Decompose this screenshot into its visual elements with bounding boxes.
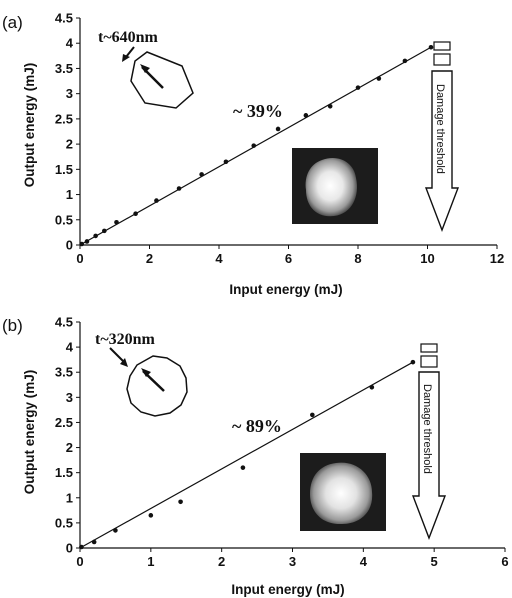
y-tick-label: 1.5 bbox=[55, 465, 73, 480]
data-point bbox=[411, 360, 416, 365]
x-tick-label: 3 bbox=[289, 554, 296, 569]
data-point bbox=[154, 198, 159, 203]
data-point bbox=[133, 211, 138, 216]
x-tick-label: 1 bbox=[147, 554, 154, 569]
data-point bbox=[79, 242, 84, 247]
x-tick-label: 4 bbox=[215, 251, 223, 266]
y-tick-label: 0 bbox=[66, 541, 73, 556]
panel-label-a: (a) bbox=[2, 13, 23, 32]
x-tick-label: 2 bbox=[218, 554, 225, 569]
beam-image-a bbox=[292, 148, 378, 224]
data-point bbox=[92, 540, 97, 545]
data-point bbox=[377, 76, 382, 81]
y-tick-label: 0.5 bbox=[55, 212, 73, 227]
panel-b: (b) Output energy (mJ) Input energy (mJ)… bbox=[2, 315, 509, 598]
x-tick-label: 6 bbox=[285, 251, 292, 266]
data-point bbox=[178, 499, 183, 504]
data-point bbox=[102, 229, 107, 234]
data-point bbox=[403, 59, 408, 64]
damage-threshold-arrow-b: Damage threshold bbox=[413, 344, 445, 538]
x-tick-label: 12 bbox=[490, 251, 504, 266]
x-tick-label: 4 bbox=[360, 554, 368, 569]
x-tick-label: 5 bbox=[431, 554, 438, 569]
data-point bbox=[79, 545, 84, 550]
y-tick-label: 2 bbox=[66, 137, 73, 152]
damage-threshold-arrow-a: Damage threshold bbox=[426, 42, 458, 230]
data-point bbox=[370, 385, 375, 390]
y-tick-label: 2.5 bbox=[55, 111, 73, 126]
data-point bbox=[177, 186, 182, 191]
data-point bbox=[304, 113, 309, 118]
panel-a: (a) Output energy (mJ) Input energy (mJ)… bbox=[2, 11, 504, 298]
data-point bbox=[93, 234, 98, 239]
data-point bbox=[356, 85, 361, 90]
x-tick-label: 6 bbox=[501, 554, 508, 569]
y-tick-label: 4.5 bbox=[55, 11, 73, 26]
nanohole-inset-a bbox=[122, 47, 193, 108]
x-axis-label-b: Input energy (mJ) bbox=[231, 582, 344, 597]
data-point bbox=[276, 127, 281, 132]
panel-label-b: (b) bbox=[2, 316, 23, 335]
y-tick-label: 1.5 bbox=[55, 162, 73, 177]
thickness-label-b: t~320nm bbox=[95, 331, 156, 348]
y-tick-label: 0.5 bbox=[55, 515, 73, 530]
data-point bbox=[328, 104, 333, 109]
slope-label-b: ~ 89% bbox=[232, 416, 282, 436]
data-point bbox=[149, 513, 154, 518]
x-tick-label: 0 bbox=[76, 251, 83, 266]
y-tick-label: 4 bbox=[66, 36, 74, 51]
y-tick-label: 3 bbox=[66, 86, 73, 101]
y-tick-label: 1 bbox=[66, 490, 73, 505]
y-tick-label: 2 bbox=[66, 440, 73, 455]
data-point bbox=[429, 45, 434, 50]
ticks-b: 0 1 2 3 4 5 6 0 0.5 1 1.5 2 2.5 3 3.5 4 4.5 bbox=[55, 315, 509, 570]
y-tick-label: 3.5 bbox=[55, 365, 73, 380]
damage-label-a: Damage threshold bbox=[434, 84, 446, 174]
y-tick-label: 3.5 bbox=[55, 61, 73, 76]
x-tick-label: 8 bbox=[354, 251, 361, 266]
slope-label-a: ~ 39% bbox=[233, 101, 283, 121]
damage-label-b: Damage threshold bbox=[421, 384, 433, 474]
y-tick-label: 2.5 bbox=[55, 415, 73, 430]
data-point bbox=[85, 239, 90, 244]
y-axis-label-b: Output energy (mJ) bbox=[22, 370, 37, 495]
data-point bbox=[199, 172, 204, 177]
x-axis-label-a: Input energy (mJ) bbox=[229, 282, 342, 297]
data-point bbox=[224, 159, 229, 164]
x-tick-label: 0 bbox=[76, 554, 83, 569]
y-tick-label: 0 bbox=[66, 238, 73, 253]
y-tick-label: 1 bbox=[66, 187, 73, 202]
data-point bbox=[241, 465, 246, 470]
data-point bbox=[310, 413, 315, 418]
y-tick-label: 4 bbox=[66, 340, 74, 355]
data-point bbox=[113, 528, 118, 533]
y-axis-label-a: Output energy (mJ) bbox=[22, 63, 37, 188]
thickness-label-a: t~640nm bbox=[98, 29, 159, 46]
data-point bbox=[251, 143, 256, 148]
y-tick-label: 3 bbox=[66, 390, 73, 405]
x-tick-label: 2 bbox=[146, 251, 153, 266]
data-point bbox=[114, 220, 119, 225]
x-tick-label: 10 bbox=[420, 251, 434, 266]
beam-image-b bbox=[300, 453, 386, 531]
y-tick-label: 4.5 bbox=[55, 315, 73, 330]
nanohole-inset-b bbox=[110, 348, 187, 416]
